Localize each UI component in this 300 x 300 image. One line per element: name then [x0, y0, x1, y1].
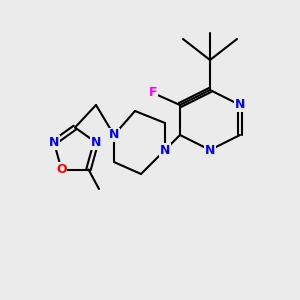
Text: F: F — [149, 86, 157, 100]
Text: N: N — [235, 98, 245, 112]
Text: N: N — [205, 143, 215, 157]
Text: O: O — [56, 163, 67, 176]
Text: N: N — [160, 143, 170, 157]
Text: N: N — [109, 128, 119, 142]
Text: N: N — [91, 136, 101, 149]
Text: N: N — [49, 136, 59, 149]
